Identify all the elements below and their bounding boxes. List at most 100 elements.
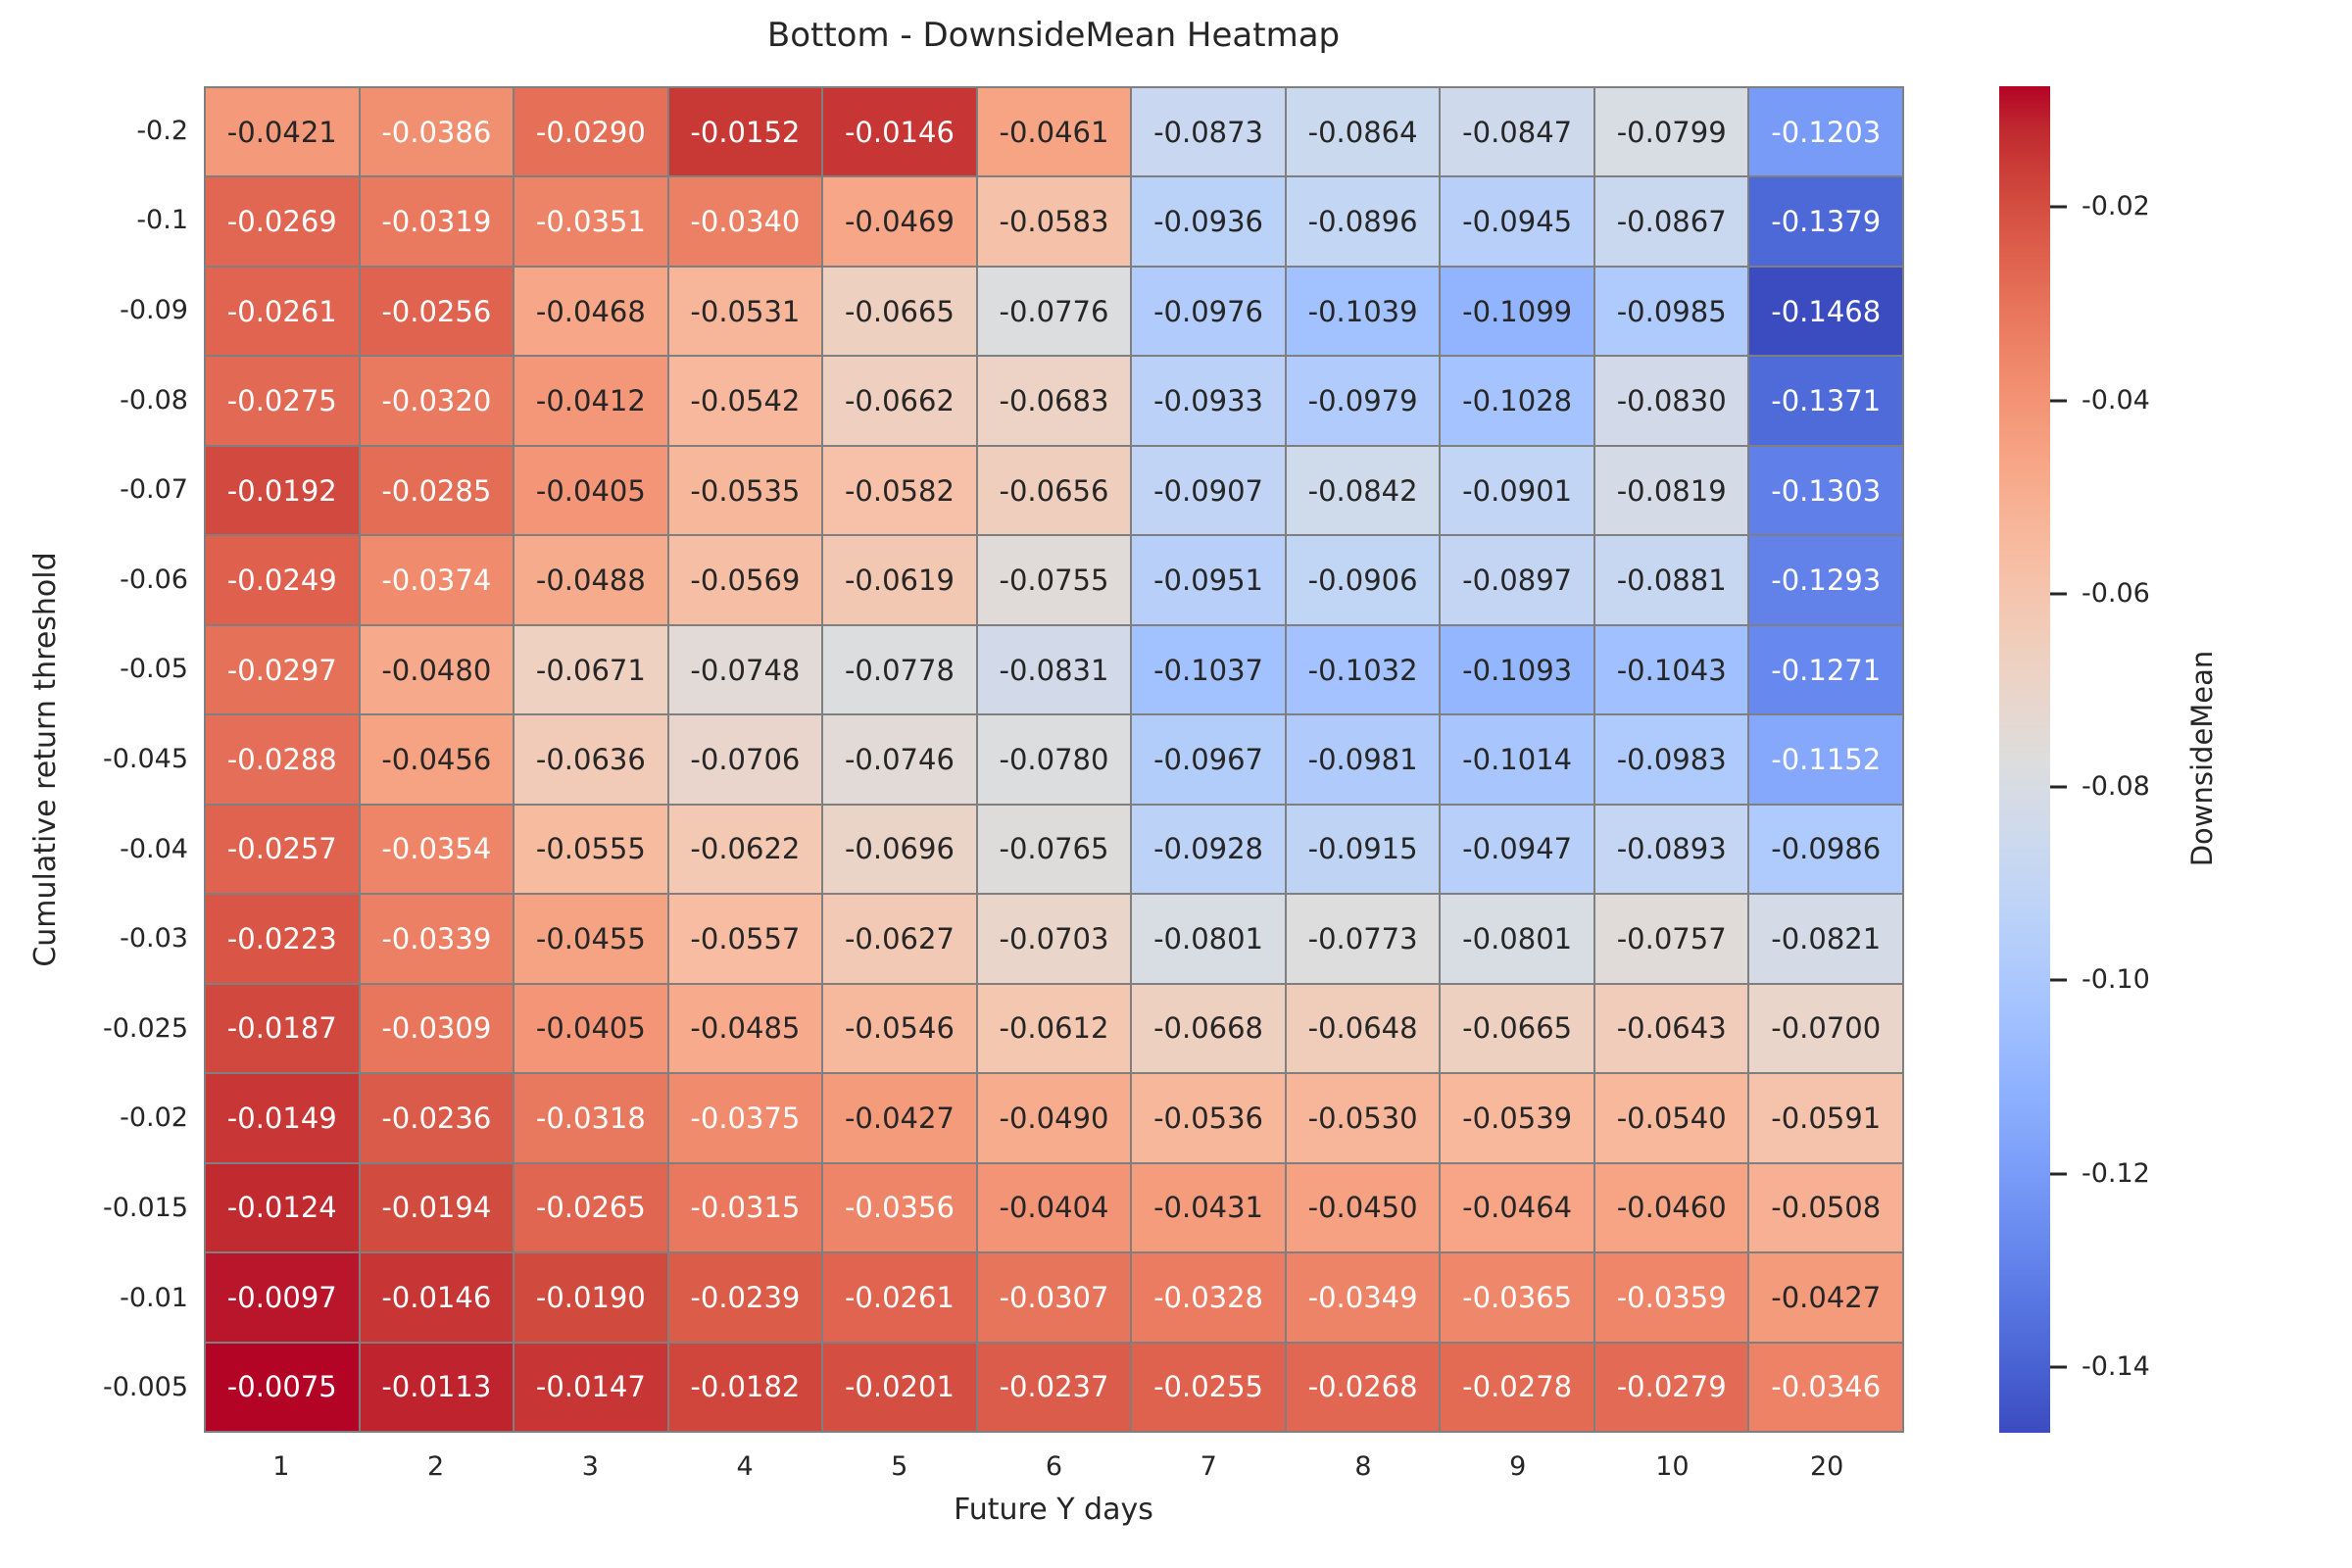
y-tick-label: -0.025: [102, 1012, 188, 1044]
colorbar-gradient: [1999, 86, 2050, 1433]
heatmap-cell: -0.0261: [206, 267, 359, 356]
heatmap-cell: -0.0591: [1749, 1074, 1902, 1162]
heatmap-cell: -0.0665: [823, 267, 976, 356]
heatmap-cell: -0.0340: [668, 177, 822, 266]
heatmap-cell: -0.0696: [823, 805, 976, 894]
colorbar-tick-label: -0.14: [2082, 1350, 2150, 1382]
heatmap-cell: -0.1028: [1441, 357, 1593, 445]
heatmap-cell: -0.0703: [977, 895, 1131, 983]
heatmap-cell: -0.0536: [1132, 1074, 1285, 1162]
heatmap-cell: -0.0671: [514, 625, 667, 714]
heatmap-cell: -0.0981: [1286, 715, 1440, 804]
heatmap-cell: -0.0830: [1594, 357, 1748, 445]
heatmap-cell: -0.0668: [1132, 984, 1285, 1073]
heatmap-cell: -0.0097: [206, 1253, 359, 1342]
heatmap-cell: -0.1271: [1749, 625, 1902, 714]
heatmap-cell: -0.0665: [1441, 984, 1593, 1073]
colorbar-tick-mark: [2050, 785, 2067, 789]
y-tick-label: -0.09: [120, 295, 188, 325]
x-tick-label: 20: [1809, 1451, 1844, 1482]
x-tick-label: 9: [1509, 1451, 1527, 1482]
heatmap-cell: -0.0152: [668, 88, 822, 176]
y-tick-label: -0.06: [120, 564, 188, 595]
x-tick-label: 1: [272, 1451, 290, 1482]
heatmap-cell: -0.0469: [823, 177, 976, 266]
heatmap-cell: -0.0683: [977, 357, 1131, 445]
heatmap-cell: -0.0847: [1441, 88, 1593, 176]
heatmap-cell: -0.0780: [977, 715, 1131, 804]
heatmap-cell: -0.0636: [514, 715, 667, 804]
heatmap-cell: -0.1379: [1749, 177, 1902, 266]
heatmap-cell: -0.0706: [668, 715, 822, 804]
heatmap-cell: -0.0976: [1132, 267, 1285, 356]
heatmap-cell: -0.1043: [1594, 625, 1748, 714]
colorbar-tick-label: -0.02: [2082, 191, 2150, 222]
heatmap-cell: -0.0485: [668, 984, 822, 1073]
heatmap-cell: -0.0375: [668, 1074, 822, 1162]
colorbar-tick-label: -0.12: [2082, 1157, 2150, 1189]
heatmap-cell: -0.0799: [1594, 88, 1748, 176]
heatmap-cell: -0.0765: [977, 805, 1131, 894]
heatmap-cell: -0.0113: [360, 1343, 514, 1431]
heatmap-cell: -0.0239: [668, 1253, 822, 1342]
heatmap-cell: -0.0356: [823, 1163, 976, 1252]
heatmap-cell: -0.0190: [514, 1253, 667, 1342]
heatmap-cell: -0.0619: [823, 536, 976, 624]
heatmap-cell: -0.0530: [1286, 1074, 1440, 1162]
x-tick-label: 4: [736, 1451, 754, 1482]
heatmap-cell: -0.0257: [206, 805, 359, 894]
heatmap-cell: -0.0945: [1441, 177, 1593, 266]
heatmap-cell: -0.0187: [206, 984, 359, 1073]
heatmap-cell: -0.0405: [514, 446, 667, 535]
heatmap-cell: -0.0535: [668, 446, 822, 535]
heatmap-cell: -0.0873: [1132, 88, 1285, 176]
heatmap-cell: -0.1203: [1749, 88, 1902, 176]
heatmap-cell: -0.1039: [1286, 267, 1440, 356]
y-tick-label: -0.07: [120, 474, 188, 506]
y-tick-label: -0.04: [120, 833, 188, 864]
heatmap-cell: -0.0124: [206, 1163, 359, 1252]
heatmap-cell: -0.0354: [360, 805, 514, 894]
heatmap-cell: -0.0819: [1594, 446, 1748, 535]
heatmap-cell: -0.0986: [1749, 805, 1902, 894]
colorbar-tick-mark: [2050, 978, 2067, 982]
heatmap-cell: -0.0542: [668, 357, 822, 445]
heatmap-cell: -0.0075: [206, 1343, 359, 1431]
heatmap-cell: -0.0539: [1441, 1074, 1593, 1162]
heatmap-cell: -0.0947: [1441, 805, 1593, 894]
heatmap-cell: -0.0318: [514, 1074, 667, 1162]
heatmap-cell: -0.0776: [977, 267, 1131, 356]
colorbar-tick-mark: [2050, 1172, 2067, 1176]
heatmap-cell: -0.0612: [977, 984, 1131, 1073]
heatmap-cell: -0.0508: [1749, 1163, 1902, 1252]
x-tick-label: 8: [1354, 1451, 1372, 1482]
y-tick-label: -0.05: [120, 654, 188, 685]
y-tick-label: -0.005: [102, 1372, 188, 1403]
heatmap-cell: -0.0455: [514, 895, 667, 983]
heatmap-cell: -0.0427: [1749, 1253, 1902, 1342]
heatmap-cell: -0.0907: [1132, 446, 1285, 535]
heatmap-cell: -0.0315: [668, 1163, 822, 1252]
y-axis-title: Cumulative return threshold: [28, 552, 63, 967]
heatmap-cell: -0.0983: [1594, 715, 1748, 804]
heatmap-cell: -0.1303: [1749, 446, 1902, 535]
chart-title: Bottom - DownsideMean Heatmap: [766, 16, 1341, 55]
heatmap-cell: -0.0285: [360, 446, 514, 535]
heatmap-cell: -0.0319: [360, 177, 514, 266]
heatmap-cell: -0.0985: [1594, 267, 1748, 356]
heatmap-cell: -0.0309: [360, 984, 514, 1073]
heatmap-cell: -0.0881: [1594, 536, 1748, 624]
y-tick-label: -0.08: [120, 384, 188, 416]
heatmap-cell: -0.0867: [1594, 177, 1748, 266]
heatmap-cell: -0.0405: [514, 984, 667, 1073]
colorbar-tick-label: -0.08: [2082, 771, 2150, 803]
colorbar-tick-mark: [2050, 399, 2067, 403]
heatmap-cell: -0.0307: [977, 1253, 1131, 1342]
heatmap-cell: -0.0149: [206, 1074, 359, 1162]
heatmap-cell: -0.0569: [668, 536, 822, 624]
heatmap-cell: -0.0255: [1132, 1343, 1285, 1431]
colorbar-tick-label: -0.04: [2082, 384, 2150, 416]
heatmap-cell: -0.0461: [977, 88, 1131, 176]
heatmap-cell: -0.0297: [206, 625, 359, 714]
